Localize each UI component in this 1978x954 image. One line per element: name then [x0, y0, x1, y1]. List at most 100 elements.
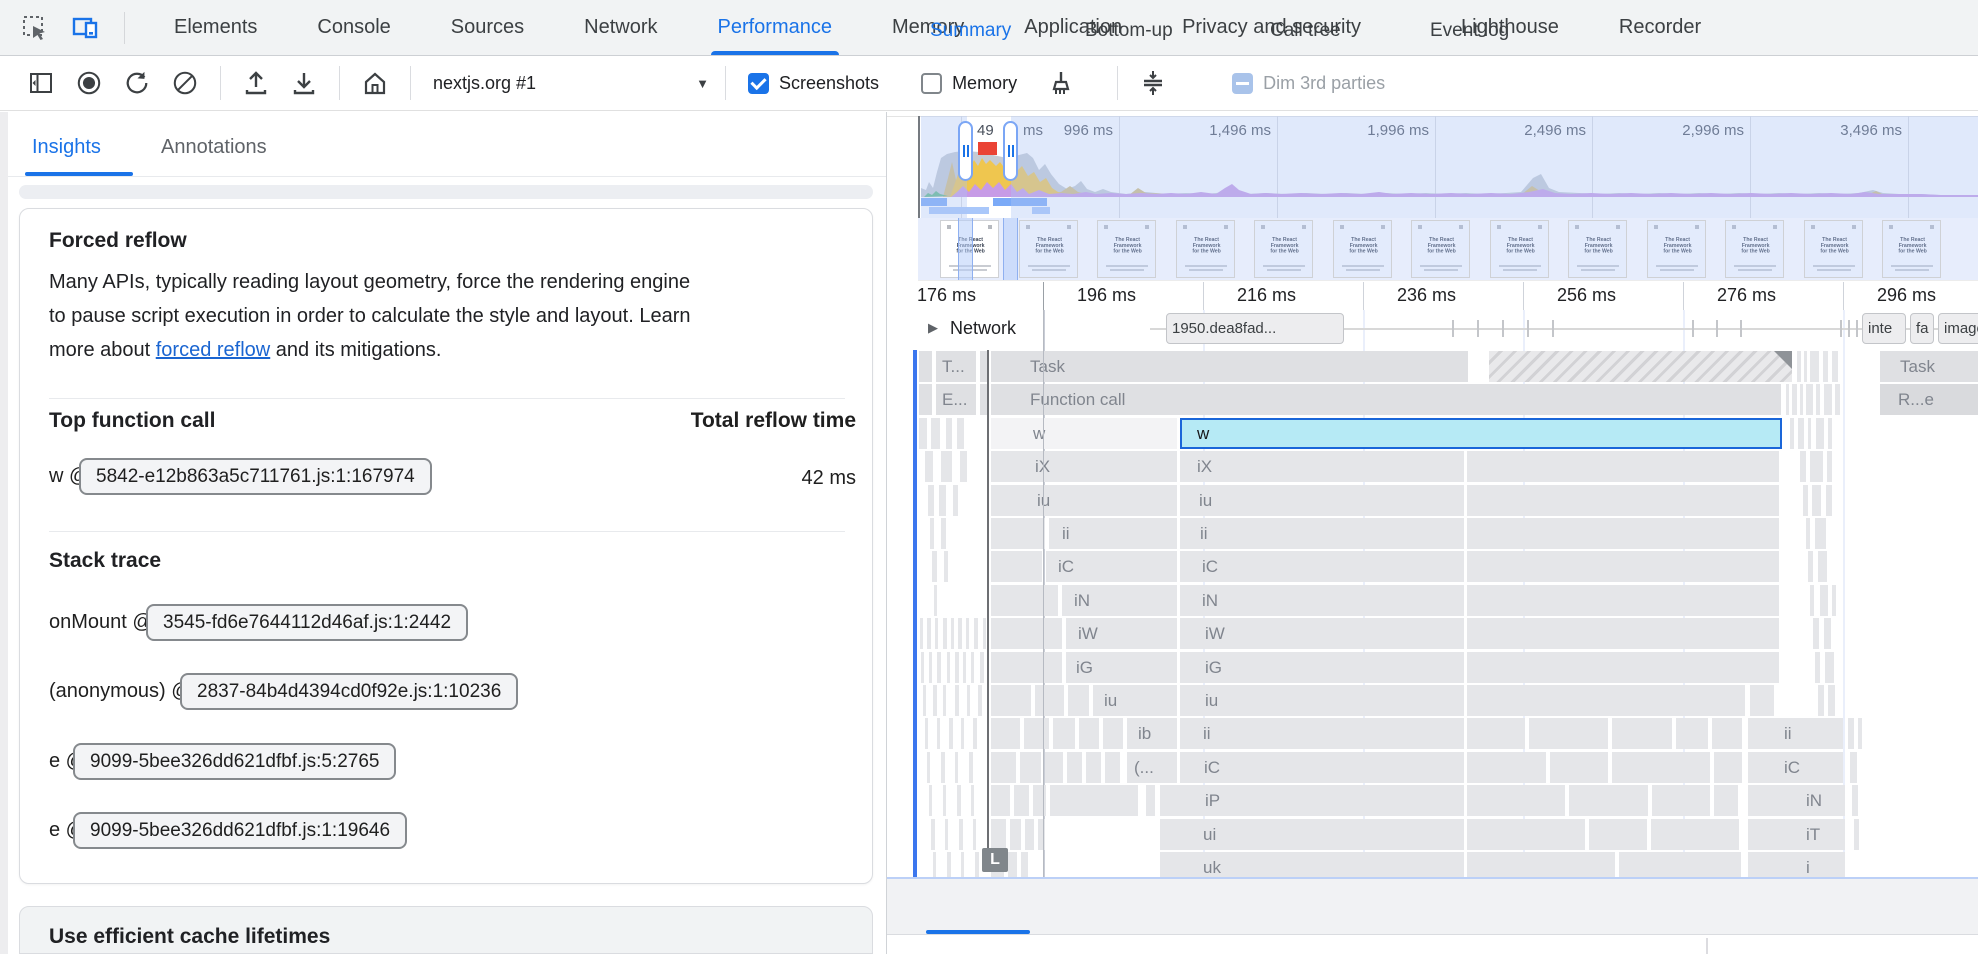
upload-profile-icon[interactable] [243, 70, 269, 96]
tab-privacy-and-security[interactable]: Privacy and security [1182, 16, 1362, 38]
flame-bar[interactable] [1550, 752, 1608, 783]
flame-bar[interactable] [1854, 819, 1859, 850]
flame-bar[interactable] [1010, 819, 1021, 850]
flame-bar[interactable] [1832, 351, 1838, 382]
flame-bar[interactable] [1808, 551, 1813, 582]
flame-bar[interactable] [991, 819, 1006, 850]
flame-bar[interactable] [991, 518, 1045, 549]
flame-bar[interactable] [1180, 718, 1464, 749]
flame-bar[interactable] [1810, 585, 1814, 616]
flame-bar[interactable] [934, 585, 937, 616]
tab-memory[interactable]: Memory [892, 16, 965, 38]
tab-insights[interactable]: Insights [32, 136, 101, 158]
flame-bar[interactable] [991, 384, 1781, 415]
flame-bar[interactable] [980, 384, 988, 415]
flame-bar[interactable] [935, 618, 938, 649]
flame-bar[interactable] [1180, 585, 1464, 616]
flame-bar[interactable] [1103, 718, 1123, 749]
flame-bar[interactable] [1467, 551, 1779, 582]
flame-bar[interactable] [975, 852, 979, 883]
flame-bar[interactable] [1750, 685, 1774, 716]
flame-bar[interactable] [1467, 585, 1779, 616]
flame-bar[interactable] [1612, 718, 1672, 749]
flame-bar[interactable] [959, 819, 963, 850]
flame-bar[interactable] [961, 718, 964, 749]
flame-bar[interactable] [944, 551, 948, 582]
flame-bar[interactable] [931, 418, 940, 449]
flame-bar[interactable] [991, 718, 1020, 749]
flame-bar[interactable] [1050, 785, 1138, 816]
flame-bar[interactable] [927, 618, 931, 649]
flame-bar[interactable] [1824, 618, 1831, 649]
flame-bar[interactable] [1804, 351, 1807, 382]
flame-bar[interactable] [920, 618, 923, 649]
flame-bar[interactable] [1033, 785, 1046, 816]
tab-event-log[interactable]: Event log [1430, 20, 1510, 41]
flame-bar[interactable] [1467, 685, 1745, 716]
flame-bar[interactable] [1798, 418, 1804, 449]
minimap-window-handle[interactable] [1003, 121, 1018, 181]
flame-bar[interactable] [946, 418, 952, 449]
flame-bar[interactable] [1020, 752, 1041, 783]
flame-bar[interactable] [978, 685, 982, 716]
summary-splitter[interactable] [1706, 938, 1708, 954]
flame-bar[interactable] [960, 451, 967, 482]
flame-bar[interactable] [991, 418, 1177, 449]
flame-bar[interactable] [1467, 752, 1546, 783]
tab-application[interactable]: Application [1024, 16, 1123, 38]
flame-bar[interactable] [1467, 652, 1779, 683]
flame-bar[interactable] [971, 652, 974, 683]
flame-bar[interactable] [929, 652, 932, 683]
flame-bar[interactable] [1180, 752, 1464, 783]
lcp-badge[interactable]: L [982, 848, 1008, 872]
flame-bar[interactable] [919, 384, 932, 415]
flame-bar[interactable] [1880, 351, 1978, 382]
network-disclosure-icon[interactable]: ▶ [928, 320, 938, 335]
device-toolbar-icon[interactable] [72, 15, 100, 41]
toggle-sidebar-icon[interactable] [28, 70, 54, 96]
flame-bar[interactable] [1062, 585, 1177, 616]
flame-bar[interactable] [1066, 618, 1177, 649]
flame-bar[interactable] [1815, 652, 1820, 683]
flame-bar[interactable] [1825, 652, 1834, 683]
stack-frame-source-pill[interactable]: 9099-5bee326dd621dfbf.js:1:19646 [73, 812, 408, 849]
flame-bar[interactable] [931, 819, 935, 850]
tab-console[interactable]: Console [317, 16, 391, 38]
flame-bar[interactable] [1858, 718, 1862, 749]
flame-bar[interactable] [925, 718, 928, 749]
flame-bar[interactable] [980, 652, 984, 683]
flame-bar[interactable] [1160, 785, 1464, 816]
flame-bar[interactable] [1049, 518, 1177, 549]
flame-bar[interactable] [973, 819, 976, 850]
flame-bar[interactable] [930, 518, 934, 549]
flame-bar[interactable] [1180, 652, 1464, 683]
flame-bar[interactable] [1880, 384, 1978, 415]
flame-bar[interactable] [991, 618, 1062, 649]
flame-bar[interactable] [1816, 418, 1824, 449]
flame-bar[interactable] [1818, 685, 1824, 716]
flame-bar[interactable] [1714, 785, 1738, 816]
flame-bar[interactable] [945, 819, 948, 850]
network-request-pill[interactable]: 1950.dea8fad... [1166, 313, 1344, 344]
flame-bar[interactable] [1046, 551, 1177, 582]
flame-bar[interactable] [1079, 718, 1099, 749]
flame-bar[interactable] [943, 785, 946, 816]
flame-bar[interactable] [1025, 819, 1034, 850]
flame-bar[interactable] [1127, 752, 1177, 783]
tab-elements[interactable]: Elements [174, 16, 258, 38]
selection-window-edge[interactable] [1003, 218, 1018, 280]
network-request-pill[interactable]: image [1938, 313, 1978, 344]
tab-lighthouse[interactable]: Lighthouse [1461, 16, 1559, 38]
flame-bar[interactable] [1813, 618, 1819, 649]
flame-bar[interactable] [933, 685, 937, 716]
flame-bar[interactable] [991, 685, 1031, 716]
flame-bar[interactable] [1815, 518, 1826, 549]
flame-bar[interactable] [1820, 585, 1828, 616]
flame-bar[interactable] [1806, 518, 1810, 549]
flame-bar[interactable] [1823, 351, 1828, 382]
